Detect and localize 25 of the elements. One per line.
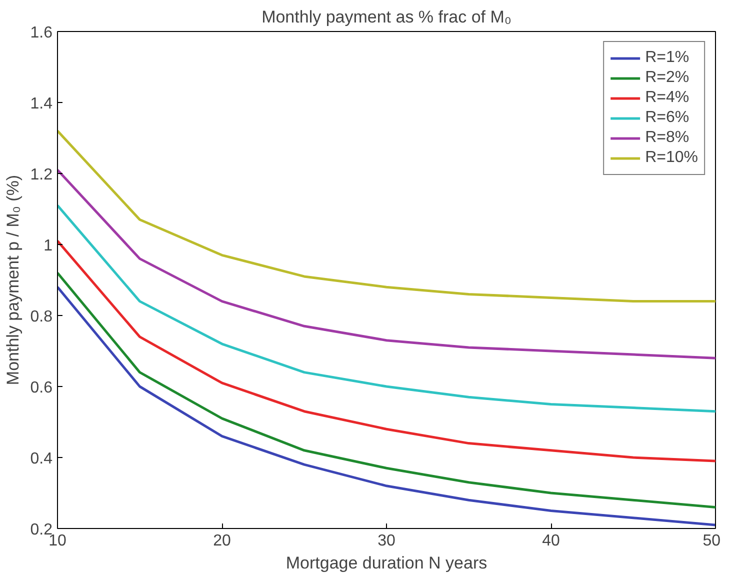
x-tick-label: 40 bbox=[542, 532, 560, 550]
x-tick-label: 10 bbox=[48, 532, 66, 550]
x-tick-label: 20 bbox=[213, 532, 231, 550]
line-series bbox=[58, 130, 716, 303]
y-tick-label: 1 bbox=[44, 238, 53, 254]
y-tick-label: 1.4 bbox=[30, 96, 53, 112]
y-tick-label: 1.2 bbox=[30, 166, 53, 184]
legend-label: R=6% bbox=[645, 109, 690, 127]
legend-label: R=2% bbox=[645, 69, 690, 87]
legend-label: R=10% bbox=[645, 149, 698, 167]
line-series bbox=[58, 168, 716, 360]
x-tick-label: 50 bbox=[702, 532, 721, 550]
y-axis-title: Monthly payment p / M₀ (%) bbox=[3, 174, 22, 386]
y-tick-label: 0.8 bbox=[30, 308, 53, 326]
line-series bbox=[58, 204, 716, 413]
line-series bbox=[58, 240, 716, 462]
legend-label: R=8% bbox=[645, 129, 690, 147]
chart-title: Monthly payment as % frac of M₀ bbox=[262, 8, 512, 26]
x-tick-label: 30 bbox=[378, 532, 396, 550]
y-tick-label: 1.6 bbox=[30, 24, 53, 42]
y-tick-label: 0.6 bbox=[30, 380, 53, 396]
x-axis-title: Mortgage duration N years bbox=[286, 554, 488, 572]
legend-label: R=1% bbox=[645, 49, 690, 67]
legend-label: R=4% bbox=[645, 89, 690, 107]
y-tick-label: 0.4 bbox=[30, 450, 53, 468]
